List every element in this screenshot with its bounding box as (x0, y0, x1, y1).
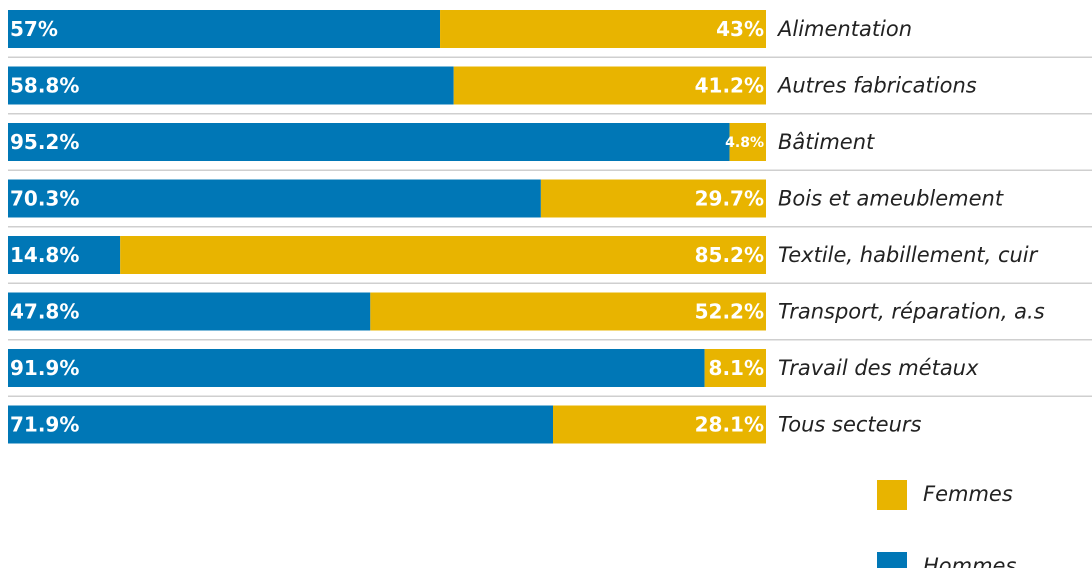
data-label-hommes: 91.9% (10, 356, 79, 380)
data-label-hommes: 47.8% (10, 300, 79, 324)
data-label-femmes: 43% (716, 17, 764, 41)
bar-femmes (540, 179, 766, 218)
category-label: Transport, réparation, a.s (778, 300, 1045, 324)
category-label: Textile, habillement, cuir (778, 243, 1039, 267)
legend-label-hommes: Hommes (923, 554, 1016, 568)
data-label-femmes: 41.2% (695, 74, 764, 98)
bar-hommes (8, 10, 441, 48)
data-label-femmes: 4.8% (725, 135, 764, 151)
bar-femmes (704, 349, 766, 387)
legend-swatch-hommes (877, 552, 907, 568)
bar-hommes (8, 236, 121, 274)
category-label: Travail des métaux (778, 356, 979, 380)
data-label-femmes: 52.2% (695, 300, 764, 324)
legend: Femmes Hommes (877, 480, 1016, 568)
data-label-hommes: 95.2% (10, 130, 79, 154)
bar-femmes (370, 292, 766, 331)
bar-hommes (8, 405, 554, 444)
data-label-femmes: 28.1% (695, 413, 764, 437)
data-label-femmes: 8.1% (709, 356, 764, 380)
data-label-hommes: 58.8% (10, 74, 79, 98)
bar-hommes (8, 349, 705, 387)
bar-hommes (8, 292, 371, 331)
legend-swatch-femmes (877, 480, 907, 510)
category-labels-group: Alimentation Autres fabrications Bâtiment B… (776, 17, 1045, 437)
bar-labels-group: 57% 43% 58.8% 41.2% 95.2% 4.8% 70.3% 29.7% 14.8%… (10, 17, 764, 437)
category-label: Tous secteurs (778, 413, 922, 437)
data-label-hommes: 57% (10, 17, 58, 41)
legend-label-femmes: Femmes (923, 482, 1013, 506)
bar-hommes (8, 66, 454, 105)
data-label-femmes: 29.7% (695, 187, 764, 211)
bar-femmes (553, 405, 766, 444)
data-label-hommes: 70.3% (10, 187, 79, 211)
bar-femmes (453, 66, 766, 105)
bar-femmes (729, 123, 766, 161)
bar-femmes (440, 10, 766, 48)
row-separators (8, 56, 1092, 397)
category-label: Autres fabrications (776, 74, 977, 98)
data-label-hommes: 14.8% (10, 243, 79, 267)
bar-femmes (120, 236, 766, 274)
bar-hommes (8, 123, 730, 161)
bars-group (8, 10, 766, 444)
category-label: Bois et ameublement (778, 187, 1004, 211)
data-label-femmes: 85.2% (695, 243, 764, 267)
bar-hommes (8, 179, 541, 218)
category-label: Alimentation (776, 17, 912, 41)
category-label: Bâtiment (778, 130, 875, 154)
data-label-hommes: 71.9% (10, 413, 79, 437)
